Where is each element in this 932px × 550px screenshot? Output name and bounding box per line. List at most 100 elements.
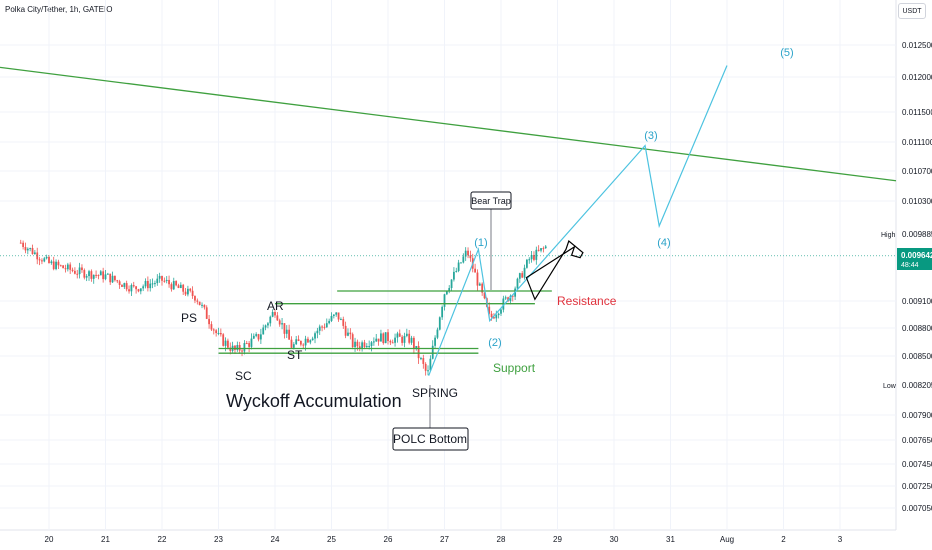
time-tick-label: 27 [440,535,449,544]
candle-body [83,270,86,278]
candle-body [323,326,326,328]
candle-body [358,346,361,349]
candle-body [38,259,41,261]
candle-body [363,342,366,347]
candle-body [99,271,102,276]
candle-body [354,341,356,347]
candle-body [264,325,267,328]
candle-body [95,274,97,276]
candle-body [48,256,50,264]
candle-body [238,344,241,351]
candle-body [144,280,147,287]
candle-body [198,301,201,306]
current-price-bg [897,248,932,270]
candle-body [311,338,314,341]
label-ps: PS [181,311,197,325]
candle-body [163,280,166,282]
candle-body [90,271,93,279]
candle-body [509,295,512,302]
candle-body [121,284,123,287]
candle-body [125,283,128,290]
label-st: ST [287,348,303,362]
candle-body [170,284,173,290]
candle-body [259,334,262,340]
price-tick-label: 0.007050 [902,504,932,513]
candle-body [431,345,434,359]
price-tick-label: 0.011100 [902,138,932,147]
candle-body [205,307,208,319]
candle-body [347,332,349,336]
trendline [0,66,897,182]
candle-body [396,333,399,338]
candle-body [196,300,199,302]
candle-body [368,346,371,348]
candle-body [365,346,368,348]
time-tick-label: 26 [384,535,393,544]
grid [0,0,896,530]
candle-body [481,283,484,293]
label-wave-4: (4) [657,237,670,249]
candle-body [429,358,432,371]
candle-body [114,275,116,281]
annotations: PS SC AR ST SPRING Wyckoff Accumulation … [181,47,794,451]
candle-body [523,267,526,278]
candle-body [318,326,321,331]
currency-button[interactable]: USDT [898,3,926,19]
candle-body [274,312,276,316]
wave-projection [428,65,728,376]
candle-body [229,347,232,351]
price-tick-label: 0.011500 [902,108,932,117]
candle-body [135,286,138,290]
candle-body [76,273,79,275]
candle-body [219,333,222,335]
label-support: Support [493,361,536,375]
time-tick-label: 22 [158,535,167,544]
candle-body [212,329,215,331]
time-tick-label: 24 [271,535,280,544]
candle-body [64,268,67,270]
candle-body [156,278,159,284]
candle-body [342,319,345,326]
candle-body [217,333,220,335]
low-value: 0.008205 [902,381,932,390]
candle-body [257,334,260,340]
label-sc: SC [235,369,252,383]
drawings [0,65,897,376]
candle-body [142,286,145,289]
candle-body [55,261,57,270]
candle-body [389,341,392,343]
candle-body [149,283,152,289]
candle-body [380,333,382,342]
candle-body [189,288,192,291]
candle-body [151,283,154,285]
candle-body [22,242,25,247]
high-label: High [881,232,896,239]
candle-body [297,339,300,342]
candle-body [500,309,502,314]
candle-body [434,337,436,346]
chart-title: Polka City/Tether, 1h, GATEIO [5,5,113,14]
candle-body [528,259,531,261]
candle-body [224,340,227,346]
time-axis[interactable]: 20 21 22 23 24 25 26 27 28 29 30 31 Aug 2 3 [45,535,843,544]
candle-body [161,275,163,281]
candle-body [511,295,514,297]
candle-body [335,312,338,315]
candle-body [281,323,283,325]
candle-body [88,271,90,277]
candle-body [372,341,375,343]
candle-body [208,318,210,325]
candle-body [462,256,465,263]
candle-body [36,252,39,260]
candle-body [52,261,55,270]
candle-body [530,254,533,260]
candle-body [132,285,135,287]
candle-body [248,343,251,347]
